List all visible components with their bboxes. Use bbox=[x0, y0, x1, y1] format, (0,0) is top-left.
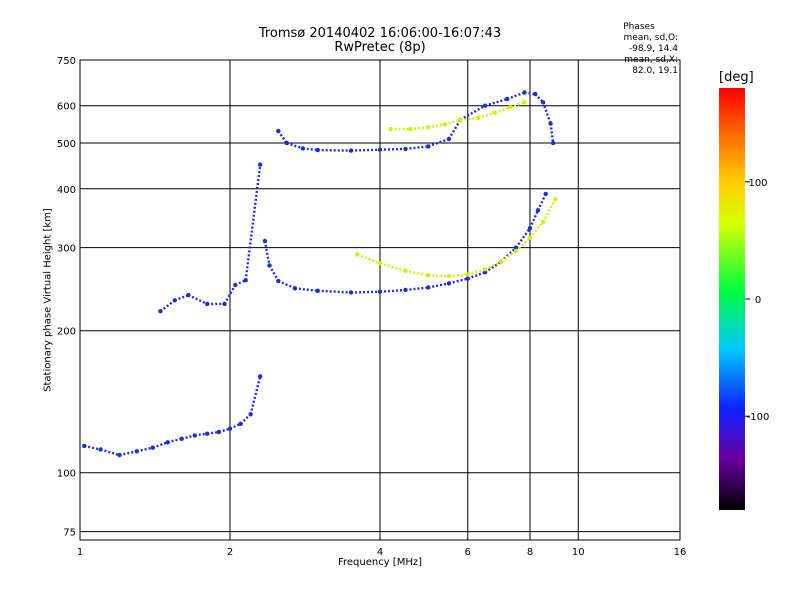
trace-segment bbox=[136, 446, 154, 453]
x-tick-labels: 1 2 4 6 8 10 16 bbox=[77, 547, 687, 558]
trace-segment bbox=[405, 269, 429, 277]
trace-segment bbox=[174, 293, 189, 302]
trace-segment bbox=[549, 123, 555, 144]
x-tick-label: 6 bbox=[465, 547, 471, 558]
trace-segment bbox=[100, 448, 120, 457]
trace-segment bbox=[524, 91, 536, 96]
phase-stats-header: Phases bbox=[623, 22, 655, 32]
trace-points bbox=[82, 90, 558, 458]
trace-segment bbox=[467, 271, 486, 280]
y-axis-label: Stationary phase Virtual Height [km] bbox=[42, 208, 54, 392]
trace-segment bbox=[460, 116, 479, 121]
trace-segment bbox=[351, 148, 381, 152]
trace-segment bbox=[187, 294, 208, 305]
x-tick-label: 1 bbox=[77, 547, 83, 558]
trace-segment bbox=[244, 164, 262, 281]
trace-segment bbox=[528, 209, 540, 229]
y-tick-label: 750 bbox=[57, 56, 76, 67]
x-axis-label: Frequency [MHz] bbox=[337, 557, 423, 568]
chart-title-line2: RwPretec (8p) bbox=[334, 40, 426, 55]
trace-segment bbox=[448, 277, 468, 285]
trace-segment bbox=[317, 148, 352, 152]
trace-segment bbox=[379, 262, 406, 272]
trace-segment bbox=[207, 430, 220, 435]
trace-segment bbox=[405, 145, 429, 151]
x-tick-label: 10 bbox=[572, 547, 585, 558]
trace-segment bbox=[356, 253, 381, 265]
trace-segment bbox=[529, 221, 545, 239]
trace-segment bbox=[249, 376, 262, 415]
trace-segment bbox=[484, 260, 502, 271]
trace-segment bbox=[405, 286, 429, 292]
x-tick-label: 4 bbox=[377, 547, 383, 558]
y-tick-label: 200 bbox=[57, 327, 76, 338]
trace-segment bbox=[351, 290, 381, 294]
trace-segment bbox=[477, 111, 496, 120]
trace-segment bbox=[119, 450, 138, 457]
trace-segment bbox=[379, 288, 406, 293]
trace-segment bbox=[234, 279, 247, 287]
x-tick-label: 16 bbox=[674, 547, 687, 558]
trace-segment bbox=[484, 260, 502, 274]
trace-segment bbox=[448, 273, 468, 278]
trace-segment bbox=[379, 147, 406, 151]
y-tick-label: 400 bbox=[57, 185, 76, 196]
trace-segment bbox=[263, 240, 271, 266]
trace-segment bbox=[84, 444, 101, 451]
colorbar-tick-label: -100 bbox=[747, 412, 770, 423]
trace-point bbox=[550, 140, 556, 146]
colorbar-tick-label: 0 bbox=[755, 295, 761, 306]
trace-segment bbox=[500, 246, 517, 263]
chart-title-line1: Tromsø 20140402 16:06:00-16:07:43 bbox=[258, 26, 502, 41]
y-tick-label: 500 bbox=[57, 139, 76, 150]
trace-segment bbox=[444, 118, 461, 126]
trace-segment bbox=[268, 264, 280, 282]
trace-segment bbox=[467, 268, 486, 276]
trace-segment bbox=[484, 97, 508, 107]
trace-segment bbox=[534, 93, 544, 104]
trace-segment bbox=[277, 130, 288, 144]
trace-segment bbox=[515, 236, 531, 252]
trace-segment bbox=[428, 282, 450, 289]
trace-segment bbox=[459, 104, 486, 121]
trace-segment bbox=[506, 91, 525, 101]
trace-segment bbox=[229, 422, 242, 430]
trace-segment bbox=[428, 274, 449, 278]
chart-title: Tromsø 20140402 16:06:00-16:07:43 RwPret… bbox=[180, 27, 580, 55]
trace-segment bbox=[515, 227, 531, 249]
colorbar-ticks: 100 0 -100 bbox=[745, 178, 769, 423]
trace-segment bbox=[218, 427, 231, 434]
trace-segment bbox=[294, 287, 318, 292]
trace-segment bbox=[542, 198, 557, 223]
phase-colorbar bbox=[719, 88, 745, 510]
phase-stats-o: mean, sd,O: -98.9, 14.4 bbox=[623, 33, 678, 54]
y-tick-label: 300 bbox=[57, 244, 76, 255]
trace-segment bbox=[286, 141, 304, 150]
colorbar-tick-label: 100 bbox=[748, 178, 767, 189]
y-tick-label: 75 bbox=[63, 528, 76, 539]
trace-segment bbox=[410, 126, 429, 131]
trace-segment bbox=[159, 299, 176, 313]
trace-segment bbox=[277, 279, 296, 290]
trace-segment bbox=[509, 101, 525, 109]
trace-segment bbox=[494, 106, 511, 114]
x-tick-label: 2 bbox=[227, 547, 233, 558]
y-tick-label: 600 bbox=[57, 102, 76, 113]
x-tick-label: 8 bbox=[527, 547, 533, 558]
trace-segment bbox=[167, 437, 182, 444]
trace-segment bbox=[302, 147, 318, 152]
grid-lines bbox=[80, 59, 680, 540]
y-tick-label: 100 bbox=[57, 469, 76, 480]
trace-segment bbox=[152, 441, 169, 449]
y-tick-labels: 75 100 200 300 400 500 600 750 bbox=[57, 56, 76, 539]
plot-frame bbox=[79, 59, 681, 541]
colorbar-unit-label: [deg] bbox=[719, 70, 754, 85]
trace-segment bbox=[500, 250, 517, 263]
trace-segment bbox=[317, 289, 352, 294]
trace-segment bbox=[428, 123, 446, 129]
trace-segment bbox=[536, 193, 547, 211]
